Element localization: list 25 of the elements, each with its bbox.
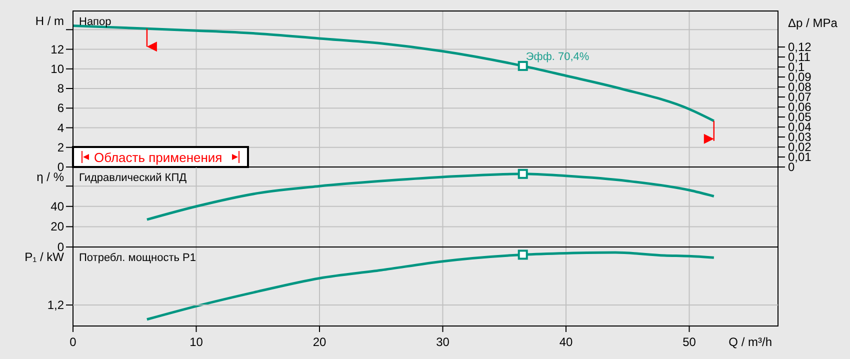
- y-tick-label: 10: [50, 62, 64, 76]
- y-tick-label: 20: [50, 220, 64, 234]
- y-tick-label: 6: [57, 101, 64, 116]
- x-tick-label: 30: [436, 335, 450, 349]
- y-tick-label: 40: [50, 199, 64, 214]
- annotation: Эфф. 70,4%: [526, 50, 590, 63]
- text: Гидравлический КПД: [79, 172, 188, 184]
- y-tick-label: 2: [57, 140, 64, 154]
- y-tick-label: 8: [57, 82, 64, 96]
- chart-title: Напор: [79, 16, 112, 28]
- x-tick-label: 40: [559, 335, 573, 349]
- y2-tick-label: 0: [788, 160, 795, 174]
- y-axis-title: H / m: [35, 14, 64, 28]
- chart-title: Потребл. мощность P1: [79, 252, 196, 264]
- y2-tick-label: 0,12: [788, 40, 812, 54]
- x-tick-label: 20: [312, 335, 326, 349]
- y-tick-label: 12: [50, 42, 64, 56]
- x-tick-label: 10: [190, 335, 204, 349]
- x-axis-title: Q / m³/h: [728, 335, 772, 349]
- x-tick-label: 0: [70, 335, 77, 349]
- text: 1,2: [47, 298, 64, 312]
- annotation: Область применения: [94, 150, 222, 165]
- x-tick-label: 50: [682, 335, 696, 349]
- y-tick-label: 4: [57, 120, 64, 135]
- y2-axis-title: Δp / MPa: [788, 16, 838, 30]
